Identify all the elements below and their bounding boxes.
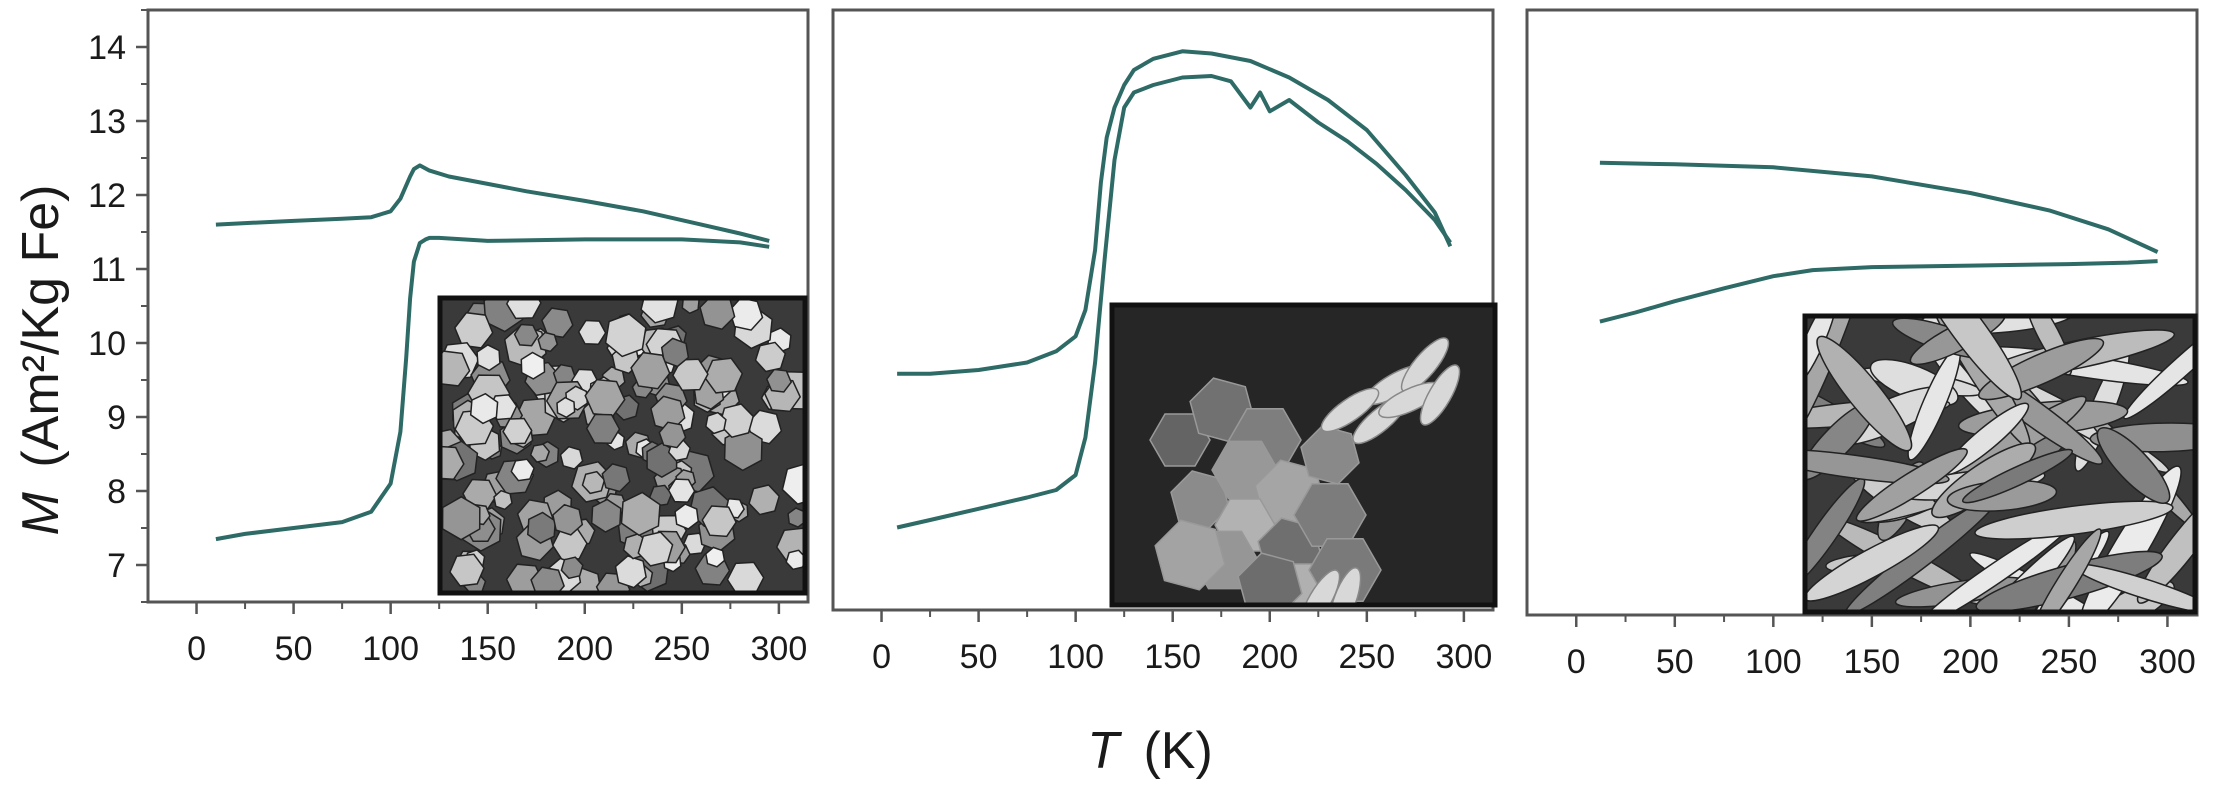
inset-border	[1802, 313, 2198, 615]
x-tick-label: 150	[459, 630, 516, 668]
magnetization-curve-1	[1599, 160, 2159, 254]
x-tick-label: 100	[362, 630, 419, 668]
inset-particles	[1149, 337, 1461, 605]
x-tick-label: 300	[1436, 638, 1493, 676]
x-tick-label: 100	[1047, 638, 1104, 676]
y-tick-label: 7	[107, 547, 126, 585]
magnetization-curve-2	[215, 235, 770, 542]
x-ticks: 0 50 100 150 200 250 300	[1567, 615, 2196, 681]
magnetization-curve-2	[896, 74, 1452, 530]
plot-frame	[1525, 8, 2199, 617]
x-tick-label: 50	[960, 638, 998, 676]
y-axis-label-symbol: M	[12, 491, 70, 535]
curves	[896, 49, 1453, 530]
x-axis-label: T (K)	[1087, 722, 1213, 780]
y-tick-label: 11	[91, 251, 126, 289]
x-tick-label: 0	[872, 638, 891, 676]
y-tick-label: 12	[88, 177, 126, 215]
y-tick-label: 13	[88, 103, 126, 141]
inset-sem-micrograph	[1109, 302, 1498, 608]
x-axis-label-symbol: T	[1087, 722, 1122, 780]
x-tick-label: 300	[751, 630, 808, 668]
x-tick-label: 200	[556, 630, 613, 668]
x-tick-label: 150	[1144, 638, 1201, 676]
x-tick-label: 150	[1843, 643, 1900, 681]
panel-1: 0 50 100 150 200 250 300	[136, 8, 810, 668]
x-tick-label: 0	[187, 630, 206, 668]
y-tick-label: 14	[88, 29, 126, 67]
x-ticks: 0 50 100 150 200 250 300	[872, 610, 1492, 676]
y-tick-label: 9	[107, 399, 126, 437]
inset-sem-micrograph	[437, 295, 808, 596]
x-tick-label: 200	[1241, 638, 1298, 676]
y-tick-labels: 7 8 9 10 11 12 13 14	[88, 29, 126, 585]
y-axis-label: M (Am²/Kg Fe)	[12, 185, 70, 536]
x-tick-label: 250	[653, 630, 710, 668]
magnetization-curve-2	[1599, 259, 2158, 324]
x-tick-label: 0	[1567, 643, 1586, 681]
x-tick-label: 250	[2041, 643, 2098, 681]
inset-particles	[1805, 316, 2195, 612]
curves	[1599, 160, 2159, 324]
inset-particles	[440, 298, 805, 593]
panel-3: 0 50 100 150 200 250 300	[1525, 8, 2199, 681]
magnetization-curve-1	[215, 163, 770, 243]
x-tick-label: 100	[1745, 643, 1802, 681]
x-tick-label: 200	[1942, 643, 1999, 681]
curves	[215, 163, 770, 542]
panel-2: 0 50 100 150 200 250 300	[831, 8, 1498, 676]
inset-border	[1109, 302, 1498, 608]
x-tick-label: 300	[2139, 643, 2196, 681]
y-ticks	[136, 9, 148, 603]
inset-border	[437, 295, 808, 596]
x-ticks: 0 50 100 150 200 250 300	[187, 602, 807, 668]
x-tick-label: 50	[275, 630, 313, 668]
y-tick-label: 10	[88, 325, 126, 363]
y-tick-label: 8	[107, 473, 126, 511]
magnetization-curve-1	[897, 49, 1453, 376]
x-axis-label-unit: (K)	[1143, 722, 1212, 780]
y-axis-label-unit: (Am²/Kg Fe)	[12, 185, 70, 468]
x-tick-label: 250	[1338, 638, 1395, 676]
x-tick-label: 50	[1656, 643, 1694, 681]
inset-sem-micrograph	[1802, 313, 2198, 615]
